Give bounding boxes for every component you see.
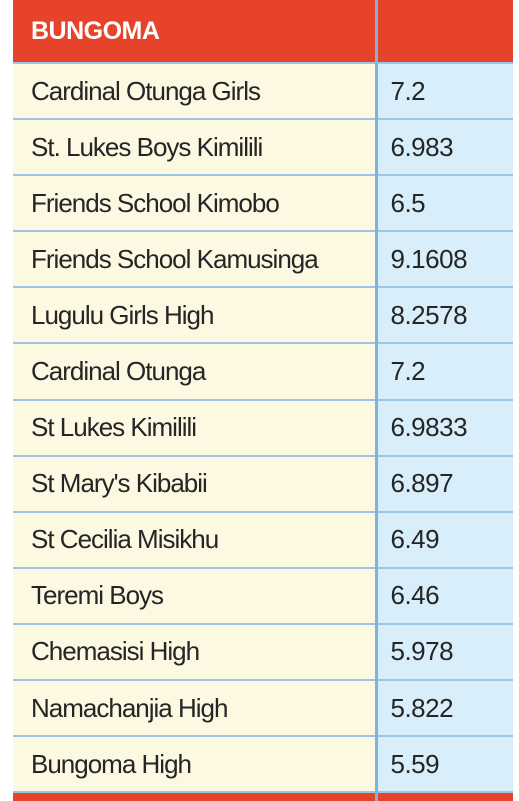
school-name: Chemasisi High (13, 623, 376, 682)
table-body: BUNGOMA Cardinal Otunga Girls 7.2 St. Lu… (13, 0, 513, 801)
school-score: 6.9833 (374, 399, 513, 457)
table-row: Bungoma High 5.59 (13, 736, 513, 794)
region-header-score-cell (374, 0, 513, 64)
school-score: 8.2578 (374, 287, 513, 345)
table-row: Friends School Kamusinga 9.1608 (13, 231, 513, 289)
table-row: Cardinal Otunga Girls 7.2 (13, 63, 513, 121)
school-score: 7.2 (374, 63, 513, 121)
school-name: Bungoma High (13, 736, 376, 794)
school-score: 9.1608 (374, 231, 513, 289)
school-name: Cardinal Otunga (13, 343, 376, 401)
table-row: Cardinal Otunga 7.2 (13, 343, 513, 401)
table-row: St Cecilia Misikhu 6.49 (13, 511, 513, 569)
school-name: Lugulu Girls High (13, 287, 376, 345)
school-name: Friends School Kimobo (13, 175, 376, 233)
table-row: Chemasisi High 5.978 (13, 623, 513, 682)
school-score: 5.978 (374, 623, 513, 682)
region-name: BUNGOMA (13, 0, 376, 64)
table-row: St Lukes Kimilili 6.9833 (13, 399, 513, 457)
table-row: Friends School Kimobo 6.5 (13, 175, 513, 233)
next-region-header-edge (13, 792, 513, 801)
next-region-header-edge-left (13, 792, 376, 801)
table-row: Lugulu Girls High 8.2578 (13, 287, 513, 345)
school-name: St Mary's Kibabii (13, 455, 376, 513)
school-results-table: BUNGOMA Cardinal Otunga Girls 7.2 St. Lu… (13, 0, 513, 801)
school-score: 6.46 (374, 567, 513, 625)
school-name: Cardinal Otunga Girls (13, 63, 376, 121)
school-score: 6.5 (374, 175, 513, 233)
school-score: 5.59 (374, 736, 513, 794)
table-row: Namachanjia High 5.822 (13, 680, 513, 738)
school-name: Namachanjia High (13, 680, 376, 738)
school-name: St Lukes Kimilili (13, 399, 376, 457)
table-row: Teremi Boys 6.46 (13, 567, 513, 625)
region-header-row: BUNGOMA (13, 0, 513, 64)
school-name: Teremi Boys (13, 567, 376, 625)
school-name: St. Lukes Boys Kimilili (13, 119, 376, 177)
school-score: 6.983 (374, 119, 513, 177)
table-row: St Mary's Kibabii 6.897 (13, 455, 513, 513)
school-name: Friends School Kamusinga (13, 231, 376, 289)
school-score: 5.822 (374, 680, 513, 738)
next-region-header-edge-right (374, 792, 513, 801)
table-row: St. Lukes Boys Kimilili 6.983 (13, 119, 513, 177)
school-name: St Cecilia Misikhu (13, 511, 376, 569)
school-score: 6.897 (374, 455, 513, 513)
school-score: 6.49 (374, 511, 513, 569)
school-score: 7.2 (374, 343, 513, 401)
